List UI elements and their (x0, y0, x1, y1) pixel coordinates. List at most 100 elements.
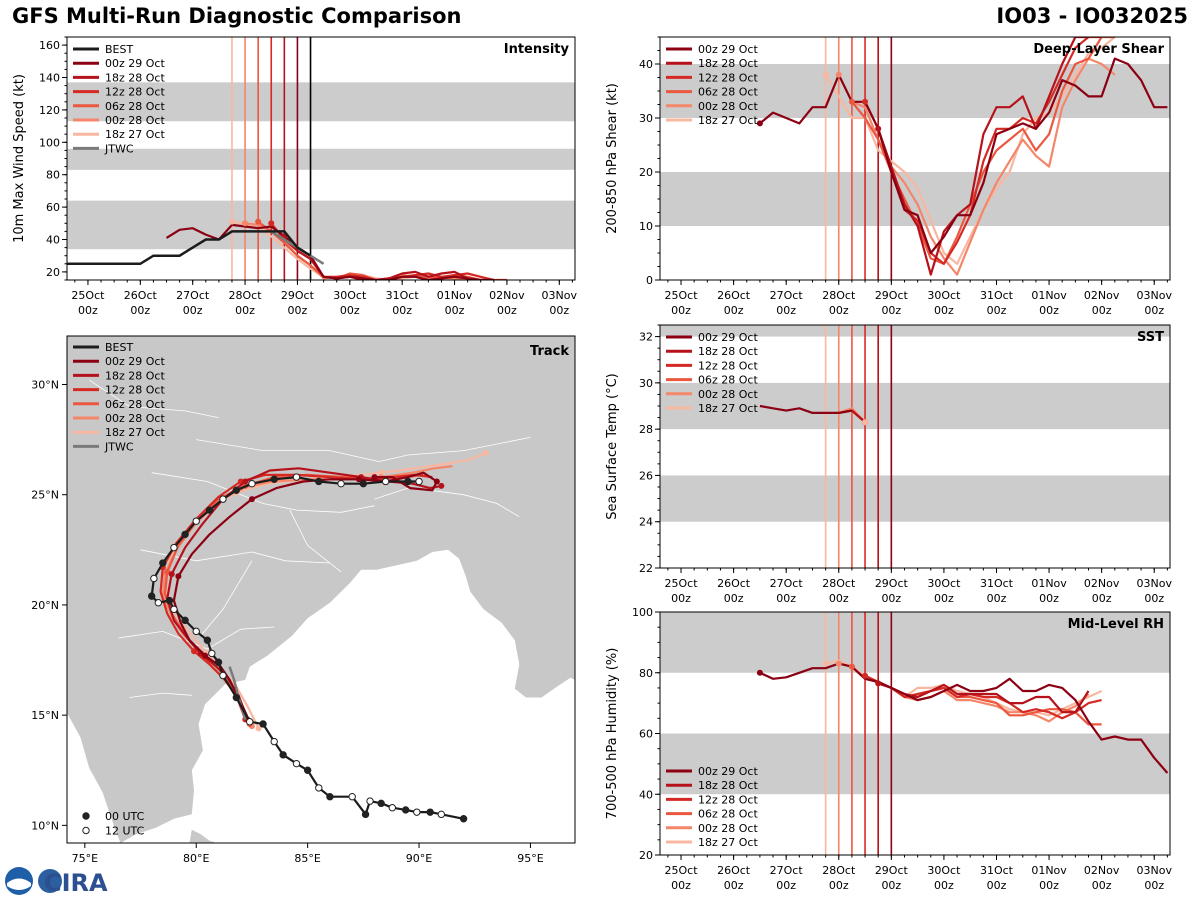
shaded-band (660, 612, 1170, 673)
best-point-12utc (366, 797, 374, 805)
x-tick-label: 03Nov (1136, 864, 1172, 877)
legend-label: 00z 29 Oct (698, 331, 758, 344)
legend-label: BEST (105, 341, 133, 354)
x-tick-sublabel: 00z (934, 592, 954, 605)
best-point-00utc (165, 596, 174, 605)
x-tick-sublabel: 00z (987, 304, 1007, 317)
best-track-line (67, 230, 312, 266)
lat-tick-label: 25°N (31, 489, 59, 502)
track-point (355, 476, 362, 483)
series-marker (862, 672, 869, 679)
x-tick-label: 02Nov (1084, 864, 1120, 877)
legend-label: BEST (105, 43, 133, 56)
best-point-12utc (381, 477, 390, 486)
legend-label: JTWC (104, 440, 134, 453)
x-tick-sublabel: 00z (183, 304, 203, 317)
series-line-00z-29-Oct (759, 662, 1169, 774)
x-tick-label: 29Oct (281, 289, 315, 302)
y-tick-label: 80 (46, 169, 60, 182)
legend-label: 00z 28 Oct (698, 100, 758, 113)
logo-text: CIRA (44, 869, 108, 896)
x-tick-sublabel: 00z (1039, 592, 1059, 605)
x-tick-label: 31Oct (980, 864, 1014, 877)
legend-label: 18z 28 Oct (698, 779, 758, 792)
legend-label: 18z 28 Oct (105, 369, 165, 382)
legend-label: 18z 28 Oct (105, 71, 165, 84)
x-tick-label: 30Oct (333, 289, 367, 302)
best-point-12utc (170, 605, 178, 614)
legend-label: 00z 29 Oct (698, 43, 758, 56)
best-point-00utc (147, 592, 156, 600)
x-tick-sublabel: 00z (776, 304, 796, 317)
x-tick-sublabel: 00z (1144, 304, 1164, 317)
x-tick-sublabel: 00z (987, 879, 1007, 892)
best-point-12utc (170, 543, 178, 552)
lon-tick-label: 90°E (406, 852, 432, 865)
legend-label: 06z 28 Oct (698, 808, 758, 821)
x-tick-sublabel: 00z (130, 304, 150, 317)
series-marker (875, 125, 882, 132)
y-tick-label: 20 (639, 849, 653, 862)
x-tick-label: 03Nov (1136, 289, 1172, 302)
lon-tick-label: 75°E (72, 852, 98, 865)
lon-tick-label: 95°E (517, 852, 543, 865)
best-point-00utc (426, 808, 434, 816)
x-tick-sublabel: 00z (881, 304, 901, 317)
legend-label: 18z 28 Oct (698, 57, 758, 70)
x-tick-label: 25Oct (665, 577, 699, 590)
best-point-12utc (208, 649, 216, 658)
track-point (482, 449, 489, 456)
x-tick-sublabel: 00z (392, 304, 412, 317)
best-point-00utc (279, 751, 287, 759)
legend-label: 00z 28 Oct (105, 114, 165, 127)
lat-tick-label: 30°N (31, 378, 59, 391)
x-tick-sublabel: 00z (1092, 879, 1112, 892)
x-tick-sublabel: 00z (78, 304, 98, 317)
page-title: GFS Multi-Run Diagnostic Comparison (12, 4, 462, 28)
x-tick-label: 26Oct (124, 289, 158, 302)
bay-of-bengal-ocean (120, 549, 575, 843)
x-tick-label: 01Nov (1031, 289, 1067, 302)
y-tick-label: 10 (639, 220, 653, 233)
legend-label: 00z 28 Oct (698, 822, 758, 835)
best-point-00utc (205, 506, 214, 514)
x-tick-label: 02Nov (1084, 577, 1120, 590)
best-point-12utc (292, 473, 301, 481)
legend-label: 18z 27 Oct (105, 426, 165, 439)
shaded-band (660, 64, 1170, 118)
panel-title: Deep-Layer Shear (1033, 42, 1164, 57)
series-line-18z-28-Oct (877, 682, 1090, 714)
legend-label: 18z 28 Oct (698, 345, 758, 358)
shaded-band (67, 148, 575, 170)
series-line-00z-29-Oct (759, 404, 853, 414)
best-point-00utc (181, 616, 189, 625)
intensity-plot-area (67, 37, 575, 280)
noaa-bird-icon (7, 878, 31, 890)
y-tick-label: 120 (39, 104, 60, 117)
track-point (191, 648, 197, 655)
best-point-00utc (259, 720, 267, 728)
y-tick-label: 40 (46, 234, 60, 247)
x-tick-label: 28Oct (822, 289, 856, 302)
marker-legend-label: 00 UTC (105, 810, 145, 823)
best-point-00utc (270, 475, 278, 483)
series-line-12z-28-Oct (864, 674, 1102, 720)
x-tick-label: 28Oct (822, 577, 856, 590)
arabian-sea-ocean (67, 712, 121, 843)
series-marker (756, 669, 763, 676)
y-tick-label: 22 (639, 562, 653, 575)
border-line (289, 509, 342, 573)
border-line (196, 437, 531, 463)
legend-label: 00z 29 Oct (105, 355, 165, 368)
best-point-00utc (459, 815, 468, 823)
series-marker (822, 660, 829, 667)
best-point-00utc (401, 806, 410, 814)
best-point-00utc (232, 693, 241, 702)
x-tick-label: 25Oct (665, 289, 699, 302)
legend-label: 12z 28 Oct (698, 359, 758, 372)
x-tick-sublabel: 00z (724, 879, 744, 892)
best-point-00utc (303, 766, 312, 774)
best-point-00utc (214, 658, 223, 666)
panel-title: SST (1137, 330, 1164, 345)
